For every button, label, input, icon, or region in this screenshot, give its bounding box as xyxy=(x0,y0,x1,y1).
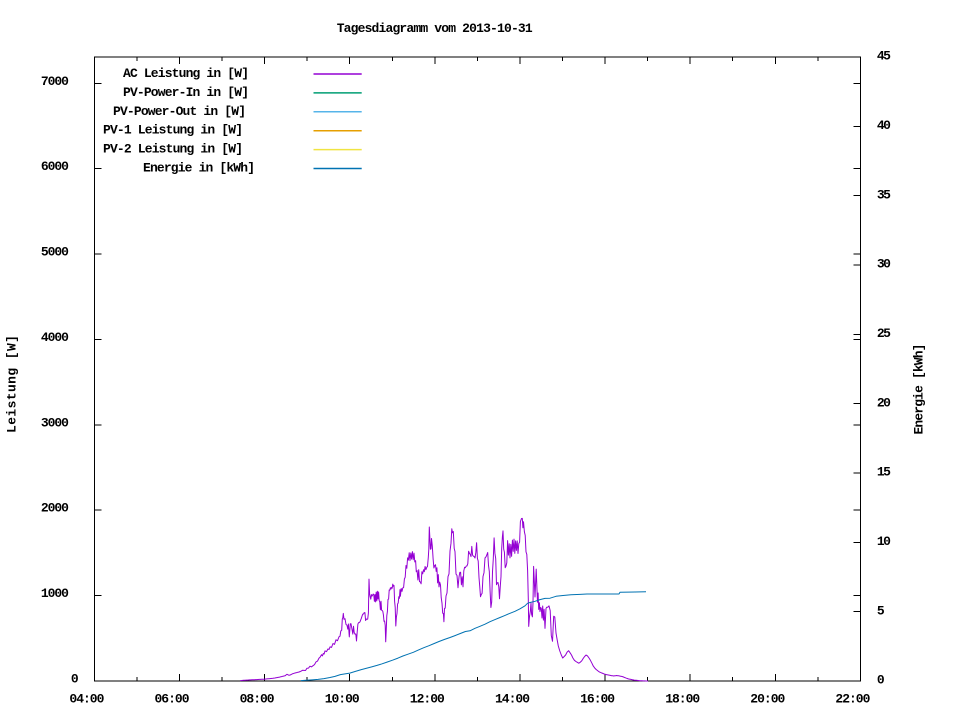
svg-text:15: 15 xyxy=(877,465,891,480)
svg-text:10:00: 10:00 xyxy=(325,692,360,707)
svg-text:10: 10 xyxy=(877,534,891,549)
svg-text:3000: 3000 xyxy=(41,415,69,430)
svg-text:PV-2 Leistung in [W]: PV-2 Leistung in [W] xyxy=(103,142,243,157)
svg-text:1000: 1000 xyxy=(41,586,69,601)
svg-text:5: 5 xyxy=(877,603,885,618)
svg-text:45: 45 xyxy=(877,49,891,64)
svg-text:AC Leistung in [W]: AC Leistung in [W] xyxy=(123,66,249,81)
svg-text:20: 20 xyxy=(877,395,891,410)
svg-text:0: 0 xyxy=(71,672,79,687)
svg-text:40: 40 xyxy=(877,118,891,133)
svg-text:30: 30 xyxy=(877,257,891,272)
svg-text:Energie [kWh]: Energie [kWh] xyxy=(912,344,927,435)
svg-text:Energie in [kWh]: Energie in [kWh] xyxy=(143,161,255,176)
svg-text:6000: 6000 xyxy=(41,159,69,174)
svg-text:PV-1 Leistung in [W]: PV-1 Leistung in [W] xyxy=(103,123,243,138)
svg-text:2000: 2000 xyxy=(41,501,69,516)
svg-text:20:00: 20:00 xyxy=(750,692,785,707)
svg-text:35: 35 xyxy=(877,187,891,202)
svg-text:14:00: 14:00 xyxy=(495,692,530,707)
svg-text:5000: 5000 xyxy=(41,245,69,260)
svg-text:Leistung [W]: Leistung [W] xyxy=(5,335,20,433)
svg-text:18:00: 18:00 xyxy=(665,692,700,707)
svg-text:16:00: 16:00 xyxy=(580,692,615,707)
svg-text:4000: 4000 xyxy=(41,330,69,345)
svg-text:25: 25 xyxy=(877,326,891,341)
svg-text:06:00: 06:00 xyxy=(155,692,190,707)
svg-text:PV-Power-In in [W]: PV-Power-In in [W] xyxy=(123,85,249,100)
svg-text:7000: 7000 xyxy=(41,74,69,89)
svg-text:12:00: 12:00 xyxy=(410,692,445,707)
svg-text:04:00: 04:00 xyxy=(69,692,104,707)
svg-text:Tagesdiagramm vom 2013-10-31: Tagesdiagramm vom 2013-10-31 xyxy=(337,21,533,36)
svg-text:PV-Power-Out in [W]: PV-Power-Out in [W] xyxy=(113,104,246,119)
svg-text:0: 0 xyxy=(877,673,885,688)
svg-text:22:00: 22:00 xyxy=(835,692,870,707)
svg-text:08:00: 08:00 xyxy=(240,692,275,707)
